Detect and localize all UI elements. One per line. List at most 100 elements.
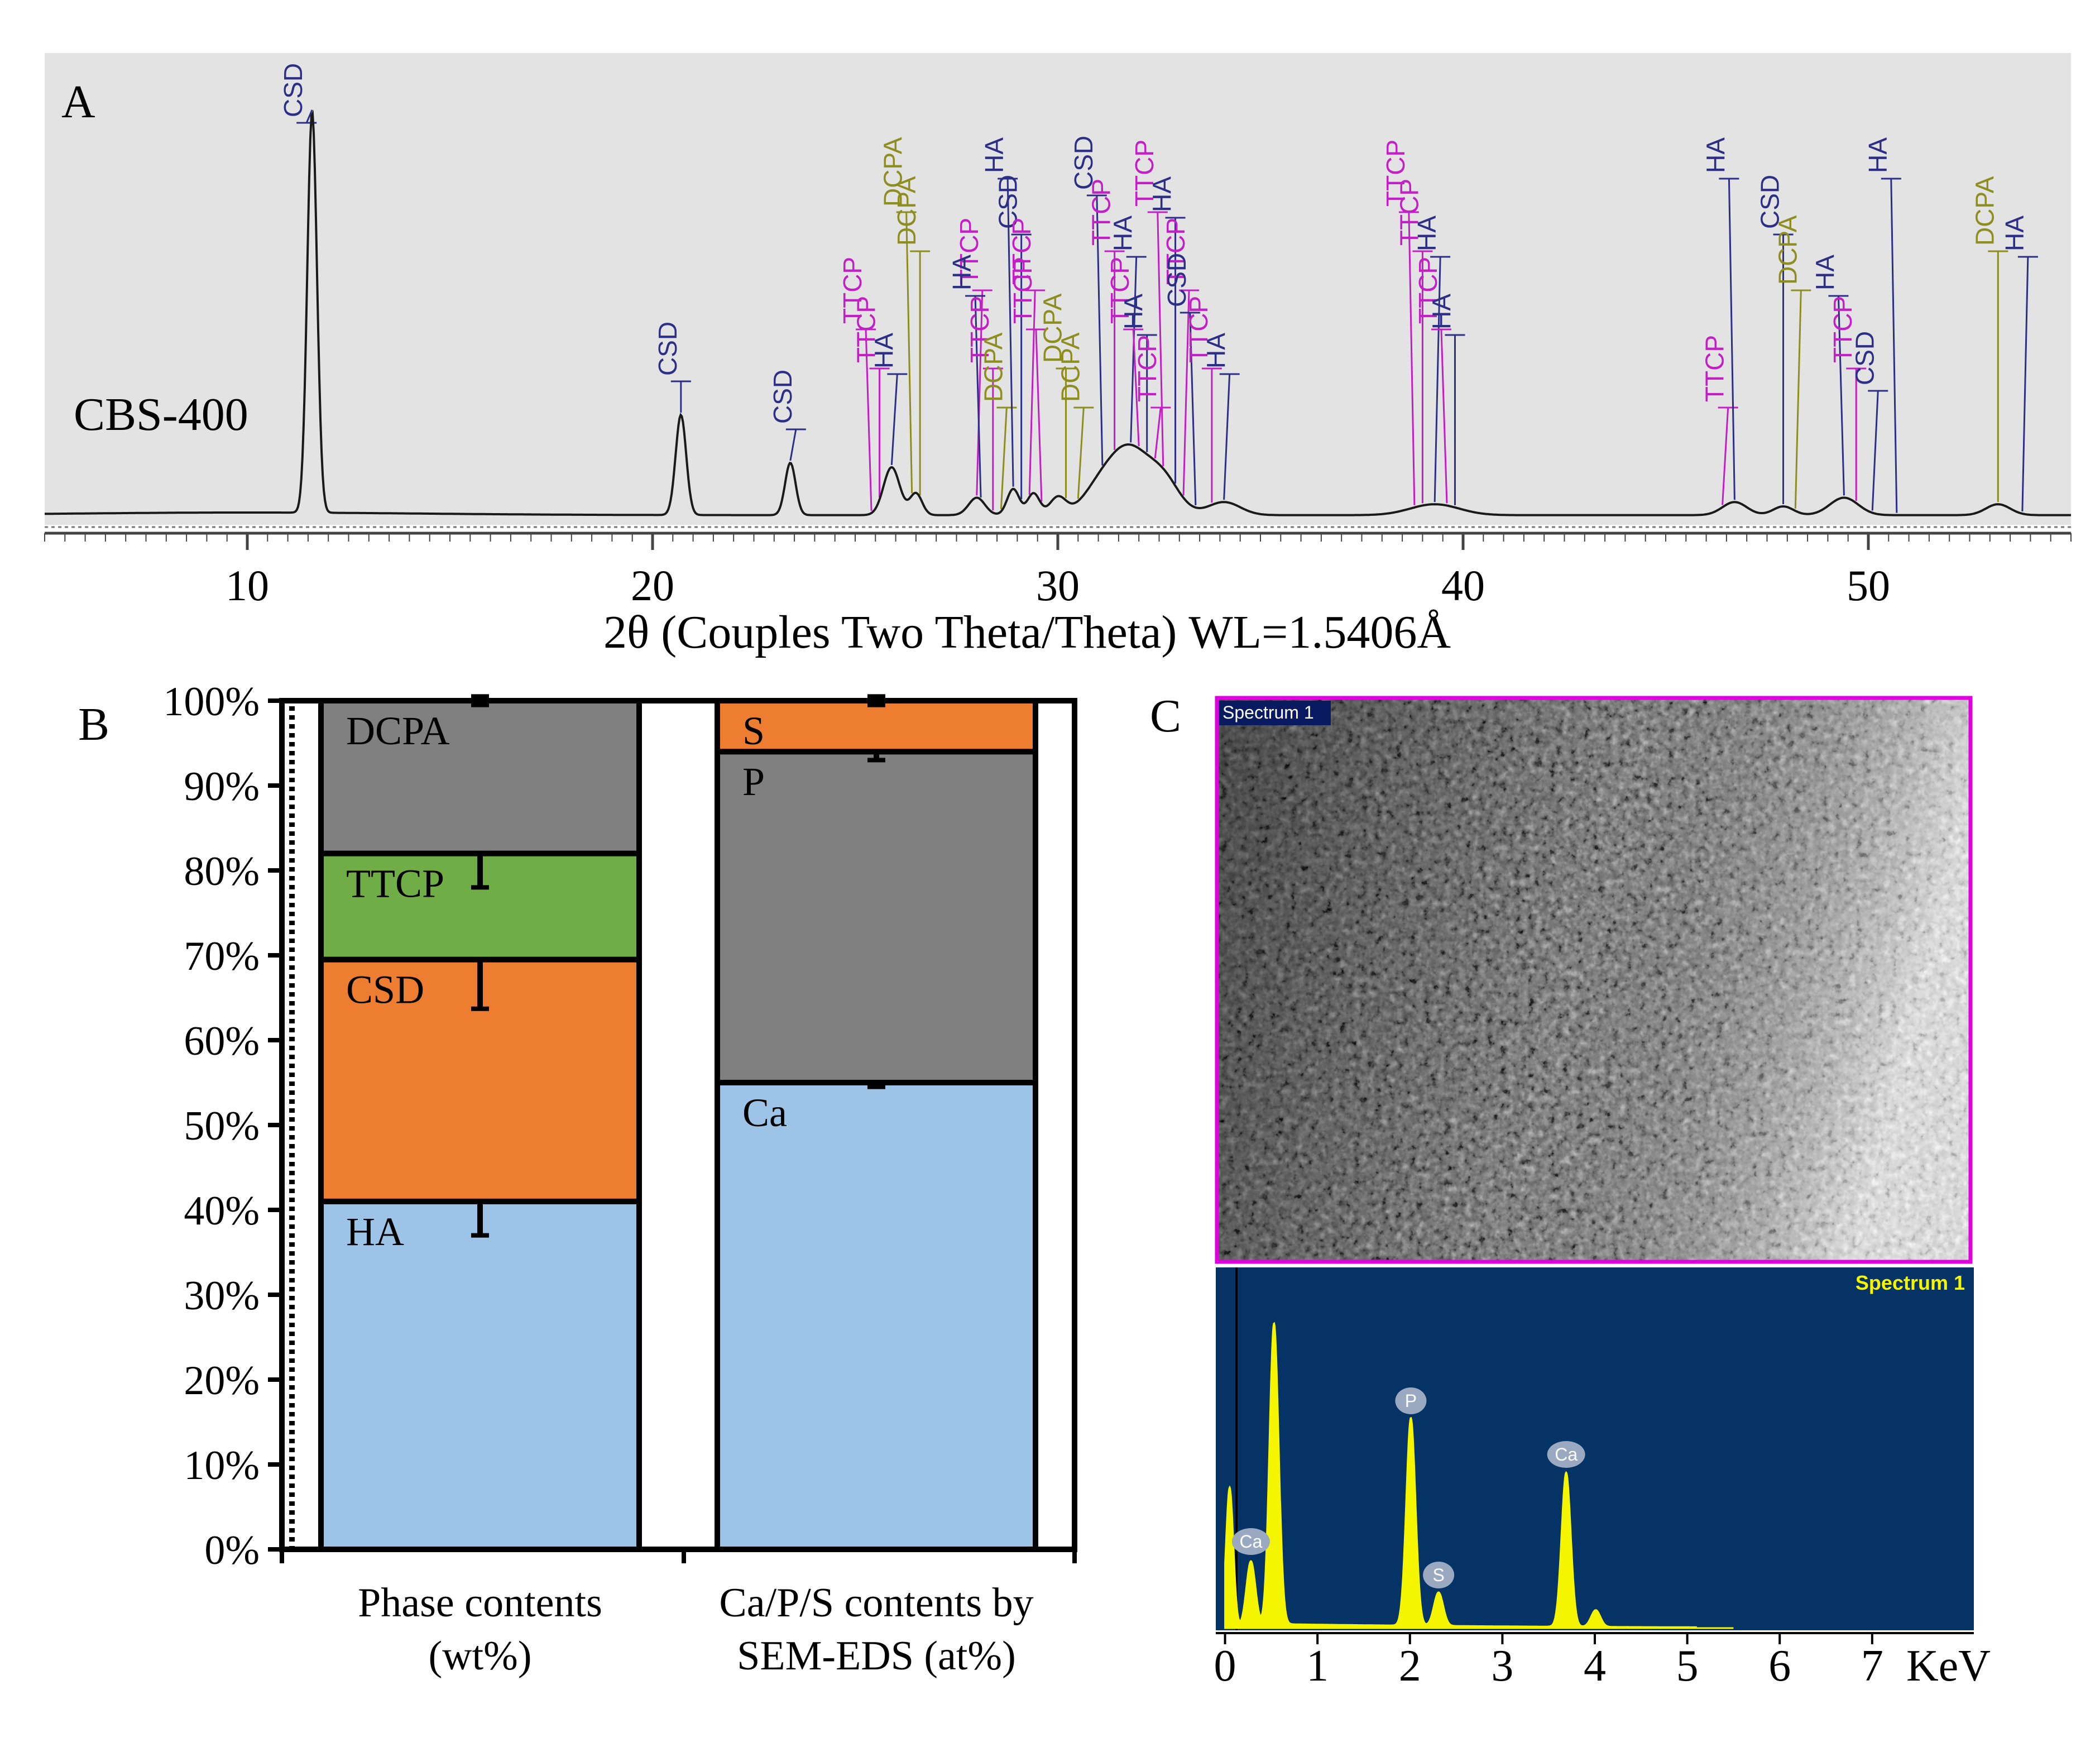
xrd-annotation-label: TTCP bbox=[1007, 218, 1036, 285]
xrd-annotation: DCPA bbox=[979, 332, 1017, 510]
xrd-annotation-label: TTCP bbox=[1105, 257, 1134, 324]
xrd-annotation: CSD bbox=[279, 63, 317, 124]
composition-category-label: Phase contents bbox=[358, 1580, 602, 1626]
sem-micrograph: Spectrum 1 bbox=[1215, 696, 1973, 1264]
xrd-tick-label: 40 bbox=[1441, 561, 1485, 610]
xrd-annotation: CSD bbox=[768, 370, 806, 461]
panel-b: B HA CSD TTCP DCPA Ca PS 0% 10% 20% 30% 40% 50% 60%… bbox=[78, 679, 1077, 1679]
composition-axes bbox=[268, 698, 1077, 1563]
xrd-annotation-label: HA bbox=[1810, 255, 1839, 290]
xrd-annotation-label: CSD bbox=[1069, 136, 1098, 190]
panel-a: CSDCSDCSDTTCPTTCPHADCPADCPATTCPHATTCPDCP… bbox=[44, 53, 2072, 658]
xrd-annotation: CSD bbox=[1069, 136, 1107, 466]
eds-plot-area bbox=[1216, 1267, 1974, 1630]
xrd-annotation: TTCP bbox=[1394, 179, 1433, 504]
xrd-trace bbox=[45, 109, 2071, 516]
xrd-annotation: TTCP bbox=[1105, 257, 1144, 447]
xrd-annotation-label: TTCP bbox=[1087, 179, 1116, 246]
composition-y-tick-label: 10% bbox=[184, 1443, 260, 1488]
xrd-annotation: CSD bbox=[653, 322, 691, 413]
sem-label-box bbox=[1219, 701, 1331, 725]
xrd-annotation-label: TTCP bbox=[1413, 257, 1442, 324]
xrd-annotation: TTCP bbox=[1161, 218, 1200, 496]
xrd-annotation-label: DCPA bbox=[979, 332, 1008, 402]
xrd-annotation-label: HA bbox=[1863, 137, 1892, 173]
xrd-annotation-label: DCPA bbox=[892, 176, 921, 246]
xrd-annotation-label: CSD bbox=[768, 370, 797, 424]
bar-segment-ca bbox=[715, 1080, 1038, 1552]
eds-peak-label-text: Ca bbox=[1239, 1531, 1262, 1552]
xrd-annotation: TTCP bbox=[955, 218, 993, 496]
xrd-annotation-label: HA bbox=[1427, 294, 1456, 329]
eds-tick-label: 5 bbox=[1676, 1641, 1699, 1691]
xrd-annotation-label: CSD bbox=[1756, 175, 1785, 229]
xrd-annotation: TTCP bbox=[1184, 296, 1222, 503]
bar-segment-ha bbox=[318, 1198, 642, 1553]
xrd-annotation: CSD bbox=[1162, 253, 1200, 505]
sample-label: CBS-400 bbox=[74, 389, 248, 441]
xrd-annotation-label: TTCP bbox=[1184, 296, 1213, 363]
composition-y-tick-label: 20% bbox=[184, 1358, 260, 1404]
composition-category-labels: Phase contents (wt%) Ca/P/S contents by SEM… bbox=[358, 1580, 1034, 1679]
xrd-annotation-label: DCPA bbox=[1038, 293, 1067, 363]
composition-y-tick-label: 80% bbox=[184, 849, 260, 894]
eds-peak-label: S bbox=[1423, 1562, 1455, 1588]
xrd-annotation-label: TTCP bbox=[965, 296, 994, 363]
xrd-annotation-label: CSD bbox=[994, 175, 1023, 229]
xrd-x-axis-label: 2θ (Couples Two Theta/Theta) WL=1.5406Å bbox=[603, 606, 1451, 658]
bar-segment-label: S bbox=[742, 709, 765, 753]
xrd-annotation-label: TTCP bbox=[838, 257, 867, 324]
xrd-annotation-label: DCPA bbox=[1970, 176, 1999, 246]
eds-tick-label: 3 bbox=[1491, 1641, 1513, 1691]
xrd-annotation: HA bbox=[1148, 176, 1186, 484]
eds-peak-label-text: P bbox=[1405, 1391, 1417, 1411]
eds-tick-label: 2 bbox=[1399, 1641, 1421, 1691]
bar-segment-label: P bbox=[742, 759, 765, 804]
eds-unit-label: KeV bbox=[1906, 1641, 1991, 1691]
composition-y-tick-label: 100% bbox=[163, 679, 260, 725]
xrd-annotation: HA bbox=[1119, 294, 1157, 452]
panel-c: C Spectrum 1 bbox=[1150, 690, 1991, 1691]
eds-peak-label-text: S bbox=[1432, 1565, 1444, 1585]
xrd-tick-label: 10 bbox=[226, 561, 269, 610]
xrd-annotation: TTCP bbox=[1008, 257, 1046, 502]
xrd-annotation-label: TTCP bbox=[1161, 218, 1190, 285]
sem-frame bbox=[1215, 696, 1973, 1264]
eds-tick-label: 1 bbox=[1306, 1641, 1329, 1691]
xrd-annotation: TTCP bbox=[1007, 218, 1046, 495]
eds-peak-label: P bbox=[1395, 1387, 1427, 1414]
xrd-annotation-label: HA bbox=[2000, 216, 2029, 251]
bar-segment-label: DCPA bbox=[346, 709, 449, 753]
composition-bars: HA CSD TTCP DCPA Ca PS bbox=[318, 694, 1038, 1553]
eds-spectrum-label: Spectrum 1 bbox=[1856, 1271, 1965, 1294]
xrd-annotation-label: TTCP bbox=[852, 296, 881, 363]
xrd-annotation-label: TTCP bbox=[1700, 335, 1729, 402]
eds-tick-label: 0 bbox=[1214, 1641, 1236, 1691]
composition-y-tick-label: 50% bbox=[184, 1103, 260, 1149]
eds-tick-label: 7 bbox=[1861, 1641, 1883, 1691]
composition-y-tick-label: 60% bbox=[184, 1018, 260, 1064]
bar-segment-label: TTCP bbox=[346, 861, 444, 906]
eds-tick-labels: 0 1 2 3 4 5 6 7 bbox=[1214, 1633, 1883, 1691]
eds-peak-label: Ca bbox=[1231, 1528, 1270, 1555]
bar-segment-label: CSD bbox=[346, 968, 424, 1012]
composition-y-tick-labels: 0% 10% 20% 30% 40% 50% 60% 70% 80% 90% 100% bbox=[163, 679, 260, 1573]
xrd-annotation-label: HA bbox=[1148, 176, 1177, 212]
xrd-annotation-label: CSD bbox=[653, 322, 682, 376]
composition-y-tick-label: 90% bbox=[184, 764, 260, 810]
xrd-annotation: TTCP bbox=[852, 296, 890, 497]
composition-y-tick-label: 40% bbox=[184, 1188, 260, 1234]
panel-b-letter: B bbox=[78, 698, 109, 750]
xrd-annotation-label: TTCP bbox=[1828, 296, 1857, 363]
eds-peak-label: Ca bbox=[1547, 1441, 1585, 1468]
eds-tick-label: 4 bbox=[1584, 1641, 1606, 1691]
xrd-annotation-label: CSD bbox=[1850, 331, 1879, 385]
xrd-annotation-label: HA bbox=[980, 137, 1009, 173]
composition-category-label: SEM-EDS (at%) bbox=[737, 1633, 1015, 1679]
bar-segment-s bbox=[715, 698, 1038, 755]
xrd-annotation: HA bbox=[947, 255, 986, 498]
bar-segment-label: HA bbox=[346, 1209, 404, 1254]
xrd-annotation-label: DCPA bbox=[879, 137, 908, 207]
composition-y-tick-label: 70% bbox=[184, 934, 260, 979]
